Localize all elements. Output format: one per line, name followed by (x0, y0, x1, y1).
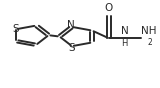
Text: NH: NH (141, 26, 157, 36)
Text: N: N (67, 20, 75, 30)
Text: H: H (121, 39, 128, 48)
Text: O: O (105, 3, 113, 13)
Text: S: S (12, 24, 19, 34)
Text: S: S (69, 43, 75, 53)
Text: 2: 2 (148, 38, 152, 47)
Text: N: N (121, 26, 128, 36)
